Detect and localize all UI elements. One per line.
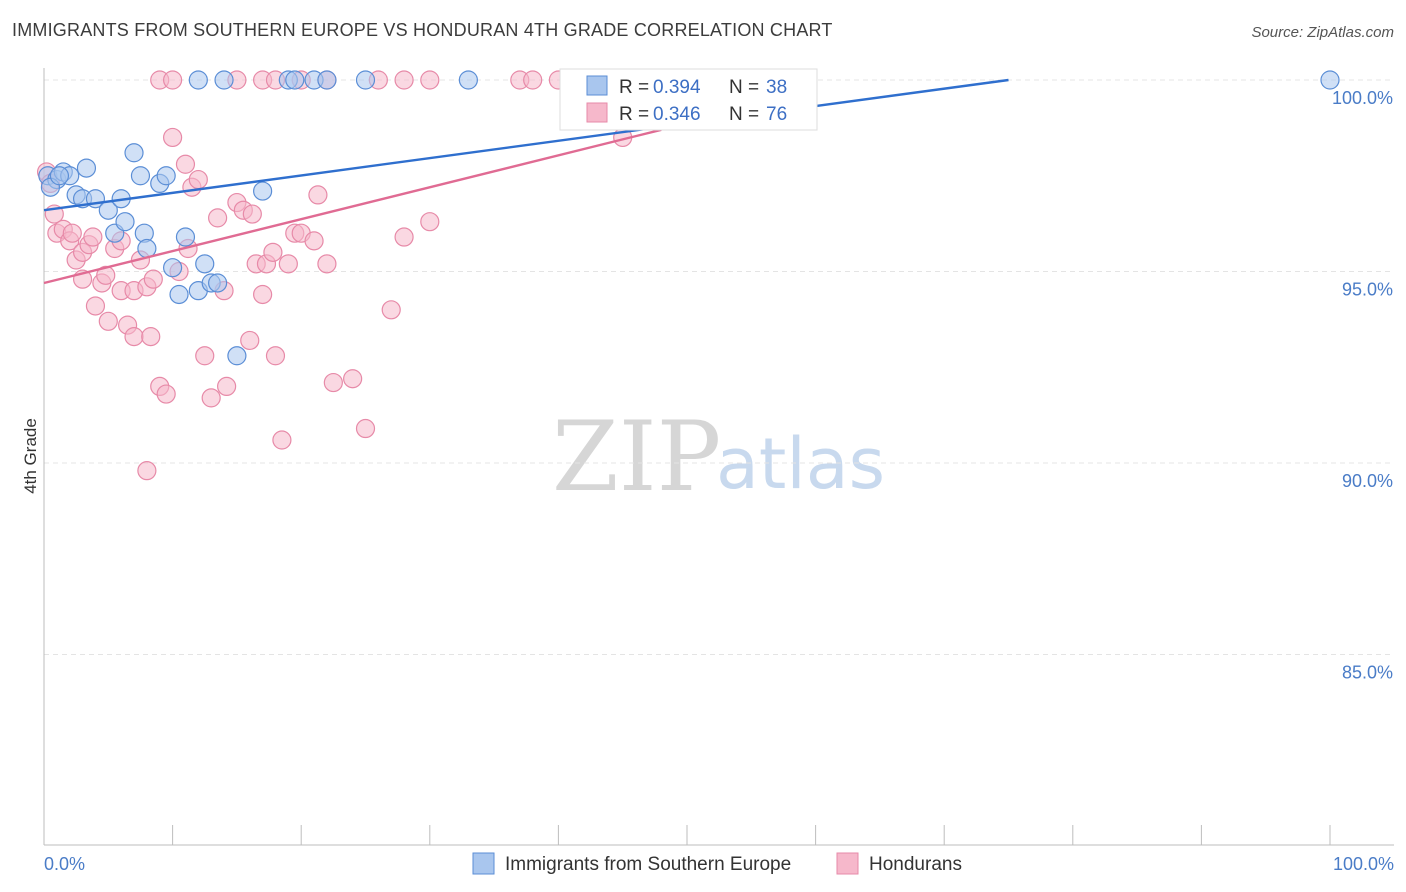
- hondurans-point: [124, 327, 144, 347]
- gridlines: [44, 79, 1394, 655]
- x-ticks: [43, 825, 1331, 845]
- hondurans-point: [265, 346, 286, 366]
- stats-legend: R = 0.394 N = 38 R = 0.346 N = 76: [559, 68, 818, 131]
- series-legend-swatch-pink: [836, 852, 859, 875]
- hondurans-point: [420, 70, 440, 90]
- y-tick-label: 90.0%: [1342, 471, 1393, 491]
- legend-r-label-1: R =: [619, 77, 649, 98]
- southern-europe-trend-line: [43, 78, 1009, 212]
- southern-europe-point: [49, 166, 70, 186]
- y-tick-label: 100.0%: [1332, 88, 1393, 108]
- hondurans-point: [242, 204, 262, 224]
- hondurans-point: [278, 254, 298, 274]
- southern-europe-point: [458, 70, 478, 90]
- legend-swatch-blue: [586, 75, 608, 96]
- hondurans-point: [163, 127, 183, 148]
- southern-europe-point: [169, 284, 189, 305]
- southern-europe-series: [38, 70, 1340, 366]
- hondurans-point: [83, 227, 103, 247]
- hondurans-point: [420, 212, 440, 232]
- series-legend-label-blue: Immigrants from Southern Europe: [505, 854, 791, 875]
- hondurans-point: [208, 208, 228, 228]
- watermark-atlas: atlas: [716, 423, 885, 505]
- hondurans-point: [163, 70, 183, 90]
- hondurans-point: [394, 70, 414, 90]
- hondurans-point: [381, 300, 401, 320]
- hondurans-point: [143, 269, 163, 289]
- hondurans-point: [343, 369, 363, 389]
- southern-europe-point: [208, 273, 228, 293]
- southern-europe-point: [195, 254, 215, 274]
- hondurans-point: [304, 231, 324, 251]
- hondurans-point: [240, 330, 260, 351]
- southern-europe-point: [115, 212, 135, 232]
- hondurans-point: [96, 265, 116, 285]
- hondurans-point: [394, 227, 414, 247]
- legend-n-value-1: 38: [766, 77, 787, 98]
- southern-europe-point: [317, 70, 337, 90]
- x-tick-label-min: 0.0%: [44, 854, 85, 874]
- southern-europe-point: [355, 70, 376, 90]
- southern-europe-point: [130, 166, 151, 186]
- hondurans-trend-line: [43, 128, 662, 285]
- hondurans-point: [217, 376, 237, 396]
- hondurans-point: [175, 154, 196, 174]
- southern-europe-point: [124, 143, 144, 163]
- x-tick-label-max: 100.0%: [1333, 854, 1394, 874]
- hondurans-series: [36, 70, 633, 481]
- legend-n-label-2: N =: [729, 104, 759, 125]
- trend-lines: [43, 78, 1009, 285]
- legend-r-label-2: R =: [619, 104, 649, 125]
- southern-europe-point: [1320, 70, 1340, 90]
- legend-swatch-pink: [586, 102, 608, 123]
- southern-europe-point: [285, 70, 305, 90]
- legend-r-value-1: 0.394: [653, 77, 701, 98]
- hondurans-point: [272, 430, 292, 450]
- hondurans-point: [137, 461, 157, 481]
- southern-europe-point: [175, 227, 196, 247]
- hondurans-point: [308, 185, 328, 205]
- y-axis-label: 4th Grade: [21, 418, 40, 494]
- hondurans-point: [317, 254, 337, 274]
- source-label: Source: ZipAtlas.com: [1251, 24, 1394, 41]
- southern-europe-point: [76, 158, 97, 178]
- y-tick-label: 95.0%: [1342, 280, 1393, 300]
- southern-europe-point: [156, 166, 176, 186]
- series-legend: Immigrants from Southern Europe Honduran…: [472, 852, 962, 875]
- hondurans-point: [62, 223, 82, 243]
- southern-europe-point: [214, 70, 234, 90]
- hondurans-point: [263, 242, 283, 262]
- watermark-zip: ZIP: [552, 401, 721, 513]
- hondurans-point: [195, 346, 215, 366]
- hondurans-point: [201, 388, 221, 408]
- hondurans-point: [355, 418, 376, 439]
- legend-r-value-2: 0.346: [653, 104, 701, 125]
- southern-europe-point: [163, 258, 183, 278]
- hondurans-point: [253, 284, 273, 305]
- hondurans-point: [85, 296, 106, 316]
- southern-europe-point: [227, 346, 247, 366]
- hondurans-point: [141, 327, 161, 347]
- axes: [43, 68, 1394, 846]
- southern-europe-point: [253, 181, 273, 201]
- hondurans-point: [156, 384, 176, 404]
- hondurans-point: [98, 311, 118, 331]
- y-tick-label: 85.0%: [1342, 663, 1393, 683]
- hondurans-point: [323, 372, 343, 393]
- hondurans-point: [188, 169, 208, 190]
- y-tick-labels: 85.0% 90.0% 95.0% 100.0%: [1332, 88, 1393, 683]
- legend-n-value-2: 76: [766, 104, 787, 125]
- series-legend-swatch-blue: [472, 852, 495, 875]
- southern-europe-point: [188, 70, 208, 90]
- hondurans-point: [523, 70, 543, 90]
- chart-title: IMMIGRANTS FROM SOUTHERN EUROPE VS HONDU…: [12, 20, 833, 40]
- series-legend-label-pink: Hondurans: [869, 854, 962, 875]
- legend-n-label-1: N =: [729, 77, 759, 98]
